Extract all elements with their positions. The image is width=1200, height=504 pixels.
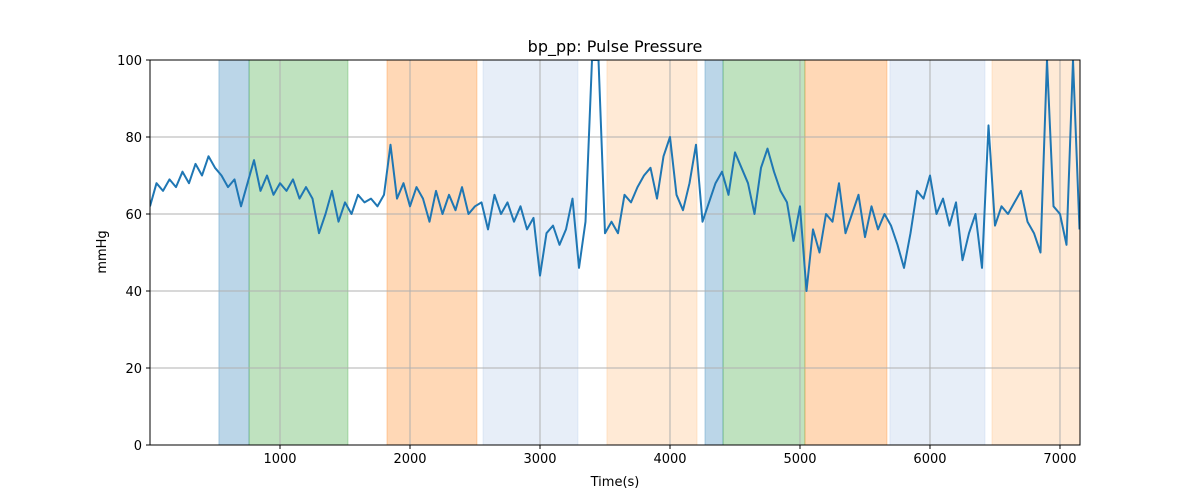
x-tick-label: 1000	[263, 452, 296, 467]
shaded-span	[991, 59, 1081, 446]
shaded-span	[889, 59, 986, 446]
shaded-span	[722, 59, 806, 446]
x-tick-label: 3000	[523, 452, 556, 467]
y-tick-label: 40	[125, 285, 142, 300]
x-axis-label: Time(s)	[590, 475, 640, 490]
x-tick-label: 2000	[393, 452, 426, 467]
x-tick-label: 7000	[1043, 452, 1076, 467]
series-line-bp_pp	[150, 60, 1080, 292]
y-tick-label: 80	[125, 131, 142, 146]
y-tick-label: 100	[117, 54, 142, 69]
shaded-span	[218, 59, 250, 446]
axes-frame	[149, 59, 1081, 446]
chart-title: bp_pp: Pulse Pressure	[528, 37, 703, 57]
y-tick-label: 0	[134, 439, 142, 454]
ticks: 1000 2000 3000 4000 5000 6000 7000 0 20 40 60 80 100	[117, 54, 1076, 467]
y-tick-label: 60	[125, 208, 142, 223]
shaded-regions	[218, 59, 1081, 446]
shaded-span	[704, 59, 724, 446]
shaded-span	[482, 59, 579, 446]
y-axis-label: mmHg	[95, 230, 110, 273]
shaded-span	[248, 59, 349, 446]
shaded-span	[804, 59, 888, 446]
x-tick-label: 6000	[913, 452, 946, 467]
shaded-span	[606, 59, 698, 446]
x-tick-label: 5000	[783, 452, 816, 467]
shaded-span	[386, 59, 478, 446]
y-tick-label: 20	[125, 362, 142, 377]
x-tick-label: 4000	[653, 452, 686, 467]
plot-area	[150, 60, 1080, 292]
